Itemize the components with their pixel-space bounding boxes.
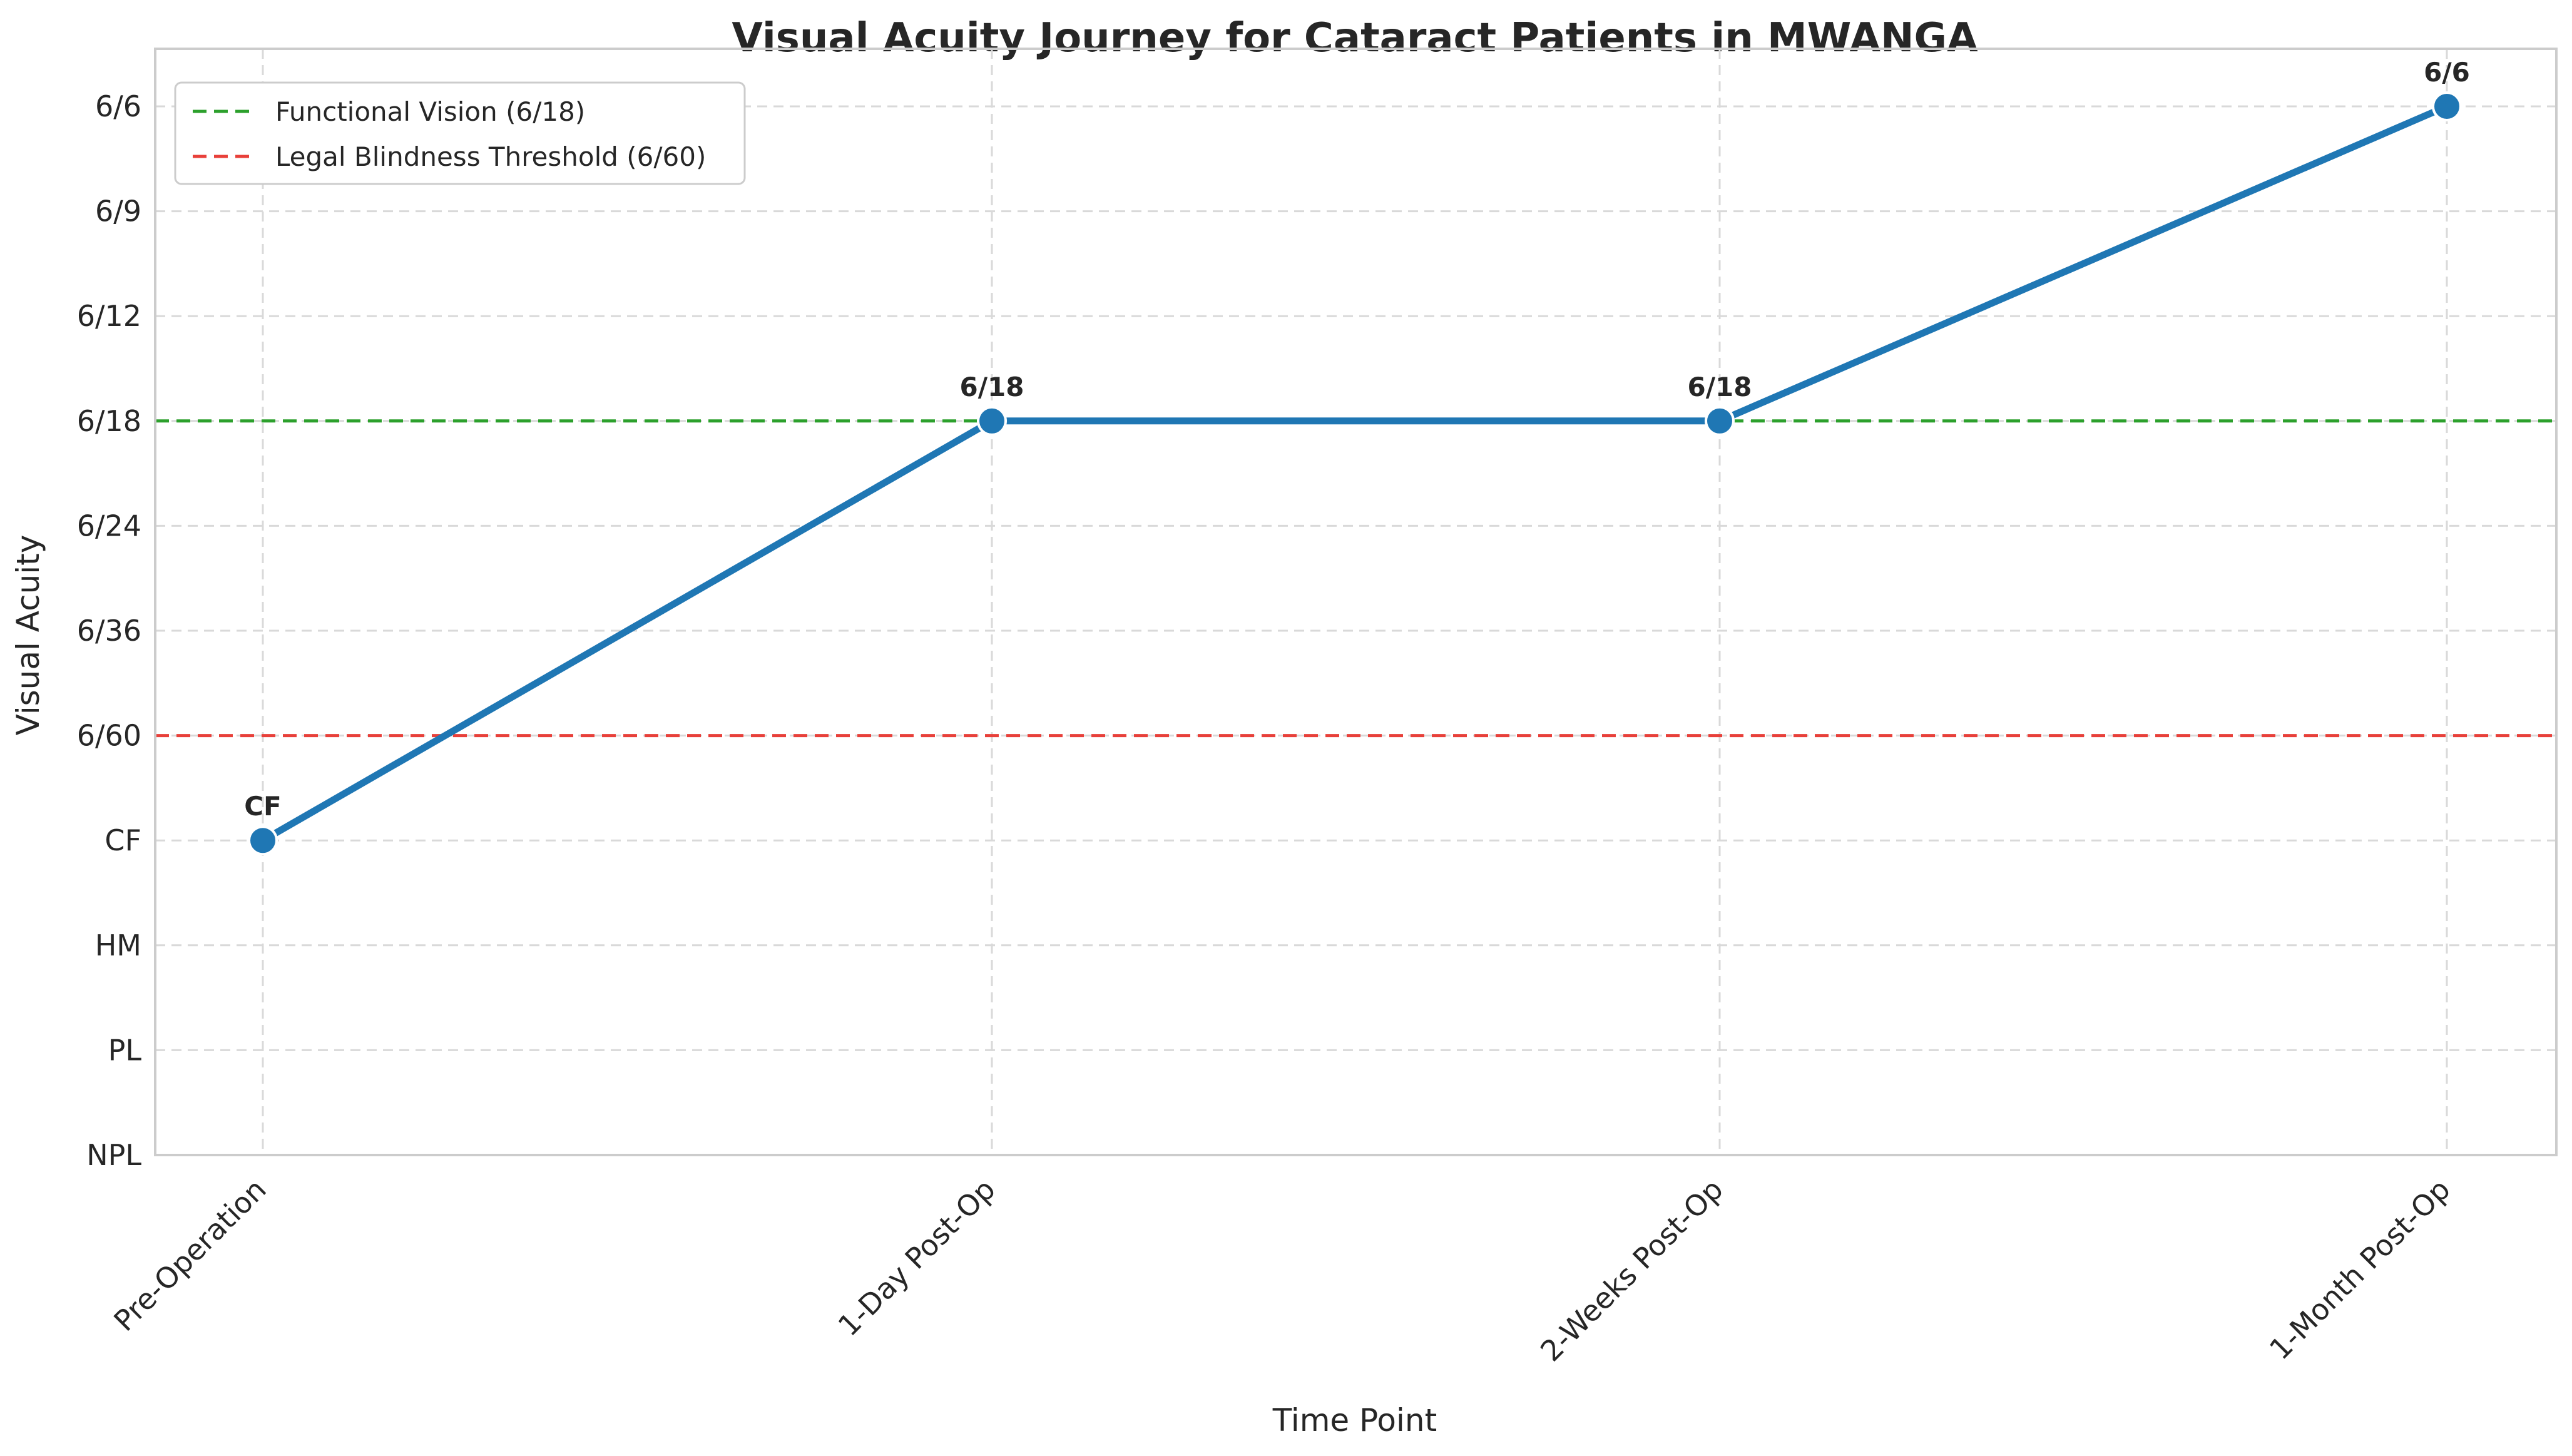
legend-entry: Legal Blindness Threshold (6/60) [275, 141, 706, 172]
x-axis-label: Time Point [1272, 1402, 1437, 1438]
x-tick-label: Pre-Operation [107, 1173, 272, 1338]
x-tick-label: 2-Weeks Post-Op [1534, 1173, 1730, 1368]
x-tick-label: 1-Day Post-Op [832, 1173, 1002, 1343]
y-tick-label: 6/6 [95, 89, 141, 123]
plot-frame [154, 48, 2558, 1156]
legend-entry: Functional Vision (6/18) [275, 96, 585, 127]
y-tick-label: 6/36 [77, 614, 141, 648]
data-point [1705, 405, 1735, 436]
y-tick-label: 6/12 [77, 299, 141, 333]
data-label: 6/18 [1687, 372, 1752, 402]
data-label: 6/6 [2424, 57, 2470, 88]
y-tick-label: 6/60 [77, 719, 141, 753]
series-line [259, 103, 2451, 844]
y-axis-label: Visual Acuity [10, 535, 46, 736]
legend-box [174, 81, 746, 185]
chart-title: Visual Acuity Journey for Cataract Patie… [732, 15, 1978, 61]
data-point [248, 825, 278, 856]
data-point [2432, 91, 2462, 121]
data-point [977, 405, 1007, 436]
plot-area: NPL PL HM CF 6/60 6/36 6/24 6/18 6/12 6/9 6/6 Pre-O… [77, 48, 2558, 1368]
y-tick-label: HM [95, 929, 141, 962]
y-tick-label: 6/24 [77, 509, 141, 542]
x-tick-label: 1-Month Post-Op [2263, 1173, 2457, 1367]
data-label: 6/18 [959, 372, 1024, 402]
data-label: CF [244, 791, 282, 822]
y-tick-label: NPL [86, 1138, 141, 1172]
y-tick-label: 6/18 [77, 404, 141, 438]
y-tick-label: CF [105, 823, 141, 857]
y-tick-label: PL [108, 1033, 142, 1067]
y-tick-label: 6/9 [95, 195, 141, 228]
